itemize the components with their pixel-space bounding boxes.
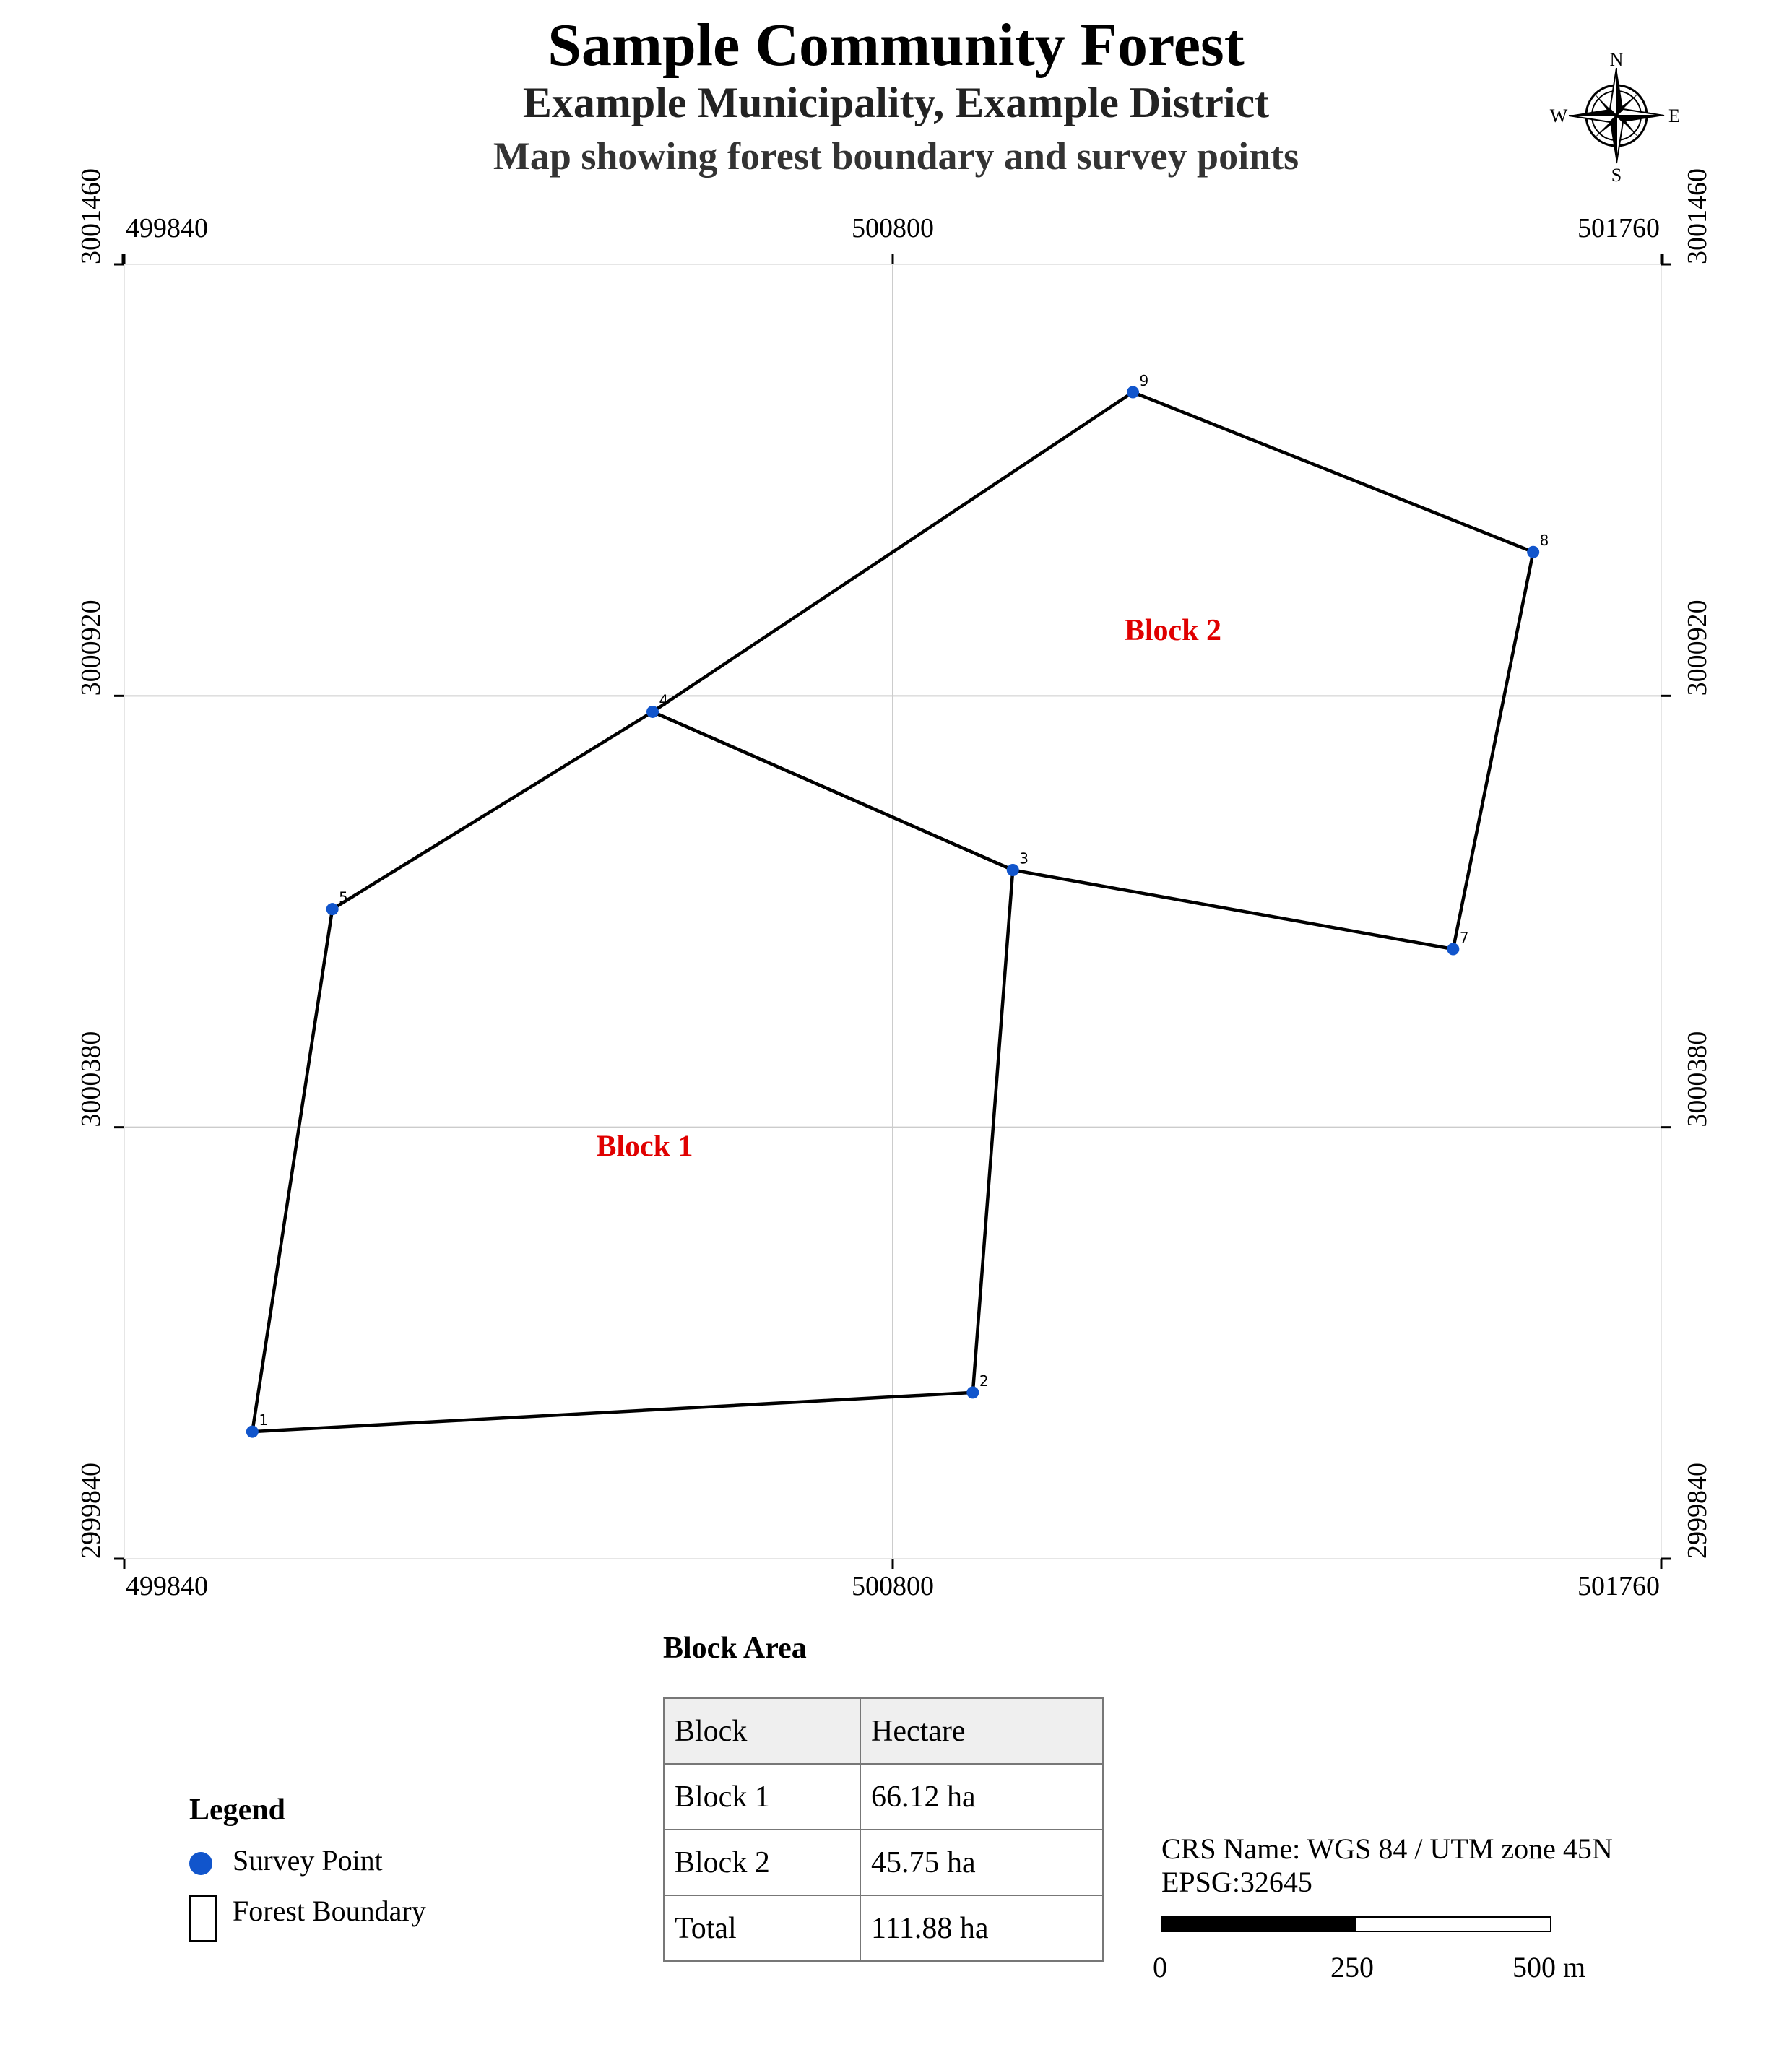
survey-point-label-1: 1 (259, 1411, 268, 1429)
compass-rose-icon: N S E W (1550, 49, 1680, 186)
survey-point-7 (1447, 943, 1460, 956)
survey-point-label-3: 3 (1019, 849, 1029, 867)
survey-point-label-7: 7 (1460, 929, 1469, 946)
survey-point-8 (1527, 545, 1540, 558)
table-cell: Block 2 (663, 1829, 861, 1896)
survey-point-2 (966, 1386, 979, 1399)
compass-n-label: N (1610, 49, 1624, 70)
table-row: Total 111.88 ha (663, 1895, 1104, 1962)
y-tick-label-left: 3000380 (76, 1031, 106, 1128)
scale-bar (1161, 1916, 1551, 1932)
table-cell: Block 1 (663, 1763, 861, 1830)
survey-point-label-2: 2 (979, 1372, 989, 1390)
block-boundary-2 (651, 390, 1535, 951)
scale-label-500: 500 m (1512, 1951, 1586, 1983)
map-description: Map showing forest boundary and survey p… (493, 134, 1299, 178)
survey-points: 1 2 3 4 5 7 8 9 (246, 372, 1549, 1438)
map-subtitle: Example Municipality, Example District (522, 79, 1270, 126)
crs-epsg: EPSG:32645 (1161, 1866, 1312, 1898)
x-tick-label-top: 500800 (852, 213, 934, 243)
area-table: Block Hectare Block 1 66.12 ha Block 2 4… (663, 1697, 1104, 1962)
survey-point-4 (646, 705, 659, 718)
area-table-title: Block Area (663, 1632, 807, 1665)
table-row: Block 2 45.75 ha (663, 1829, 1104, 1896)
y-tick-label-left: 3000920 (76, 600, 106, 696)
y-tick-label-right: 3000380 (1682, 1031, 1713, 1128)
axis-ticks: 499840 499840 500800 500800 501760 501760 2999… (76, 168, 1713, 1601)
x-tick-label-top: 501760 (1577, 213, 1660, 243)
block-label-2: Block 2 (1125, 614, 1221, 647)
x-tick-label-bottom: 501760 (1577, 1571, 1660, 1601)
y-tick-label-left: 2999840 (76, 1463, 106, 1559)
survey-point-label-9: 9 (1140, 372, 1149, 389)
map-canvas: 499840 499840 500800 500800 501760 501760 2999… (76, 49, 1713, 1601)
x-tick-label-top: 499840 (126, 213, 208, 243)
survey-point-9 (1127, 386, 1139, 399)
block-labels: Block 1 Block 2 (596, 614, 1221, 1164)
x-tick-label-bottom: 500800 (852, 1571, 934, 1601)
y-tick-label-right: 3001460 (1682, 168, 1713, 264)
y-tick-label-right: 3000920 (1682, 600, 1713, 696)
survey-point-label-8: 8 (1540, 532, 1549, 549)
table-header-cell: Hectare (860, 1697, 1104, 1765)
scale-label-0: 0 (1153, 1951, 1167, 1983)
y-tick-label-left: 3001460 (76, 168, 106, 264)
table-header-row: Block Hectare (663, 1697, 1104, 1765)
legend-title: Legend (189, 1793, 286, 1827)
survey-point-3 (1006, 863, 1019, 876)
compass-e-label: E (1668, 105, 1680, 126)
survey-point-label-4: 4 (659, 691, 669, 709)
scale-label-250: 250 (1330, 1951, 1374, 1983)
forest-boundary (251, 390, 1535, 1434)
blue-dot-icon (189, 1852, 212, 1875)
table-header-cell: Block (663, 1697, 861, 1765)
survey-point-label-5: 5 (339, 889, 348, 906)
crs-name: CRS Name: WGS 84 / UTM zone 45N (1161, 1832, 1613, 1865)
grid (124, 264, 1661, 1559)
map-title: Sample Community Forest (547, 12, 1245, 79)
survey-point-5 (326, 903, 339, 916)
legend-item-label: Forest Boundary (233, 1895, 426, 1927)
table-cell: 45.75 ha (860, 1829, 1104, 1896)
compass-s-label: S (1611, 165, 1622, 186)
scale-bar-segment (1163, 1918, 1356, 1931)
block-label-1: Block 1 (596, 1130, 693, 1163)
rectangle-outline-icon (189, 1895, 217, 1942)
table-cell: Total (663, 1895, 861, 1962)
table-cell: 66.12 ha (860, 1763, 1104, 1830)
table-cell: 111.88 ha (860, 1895, 1104, 1962)
compass-w-label: W (1550, 105, 1568, 126)
survey-point-1 (246, 1425, 259, 1438)
y-tick-label-right: 2999840 (1682, 1463, 1713, 1559)
legend-item-label: Survey Point (233, 1844, 383, 1877)
x-tick-label-bottom: 499840 (126, 1571, 208, 1601)
table-row: Block 1 66.12 ha (663, 1763, 1104, 1830)
